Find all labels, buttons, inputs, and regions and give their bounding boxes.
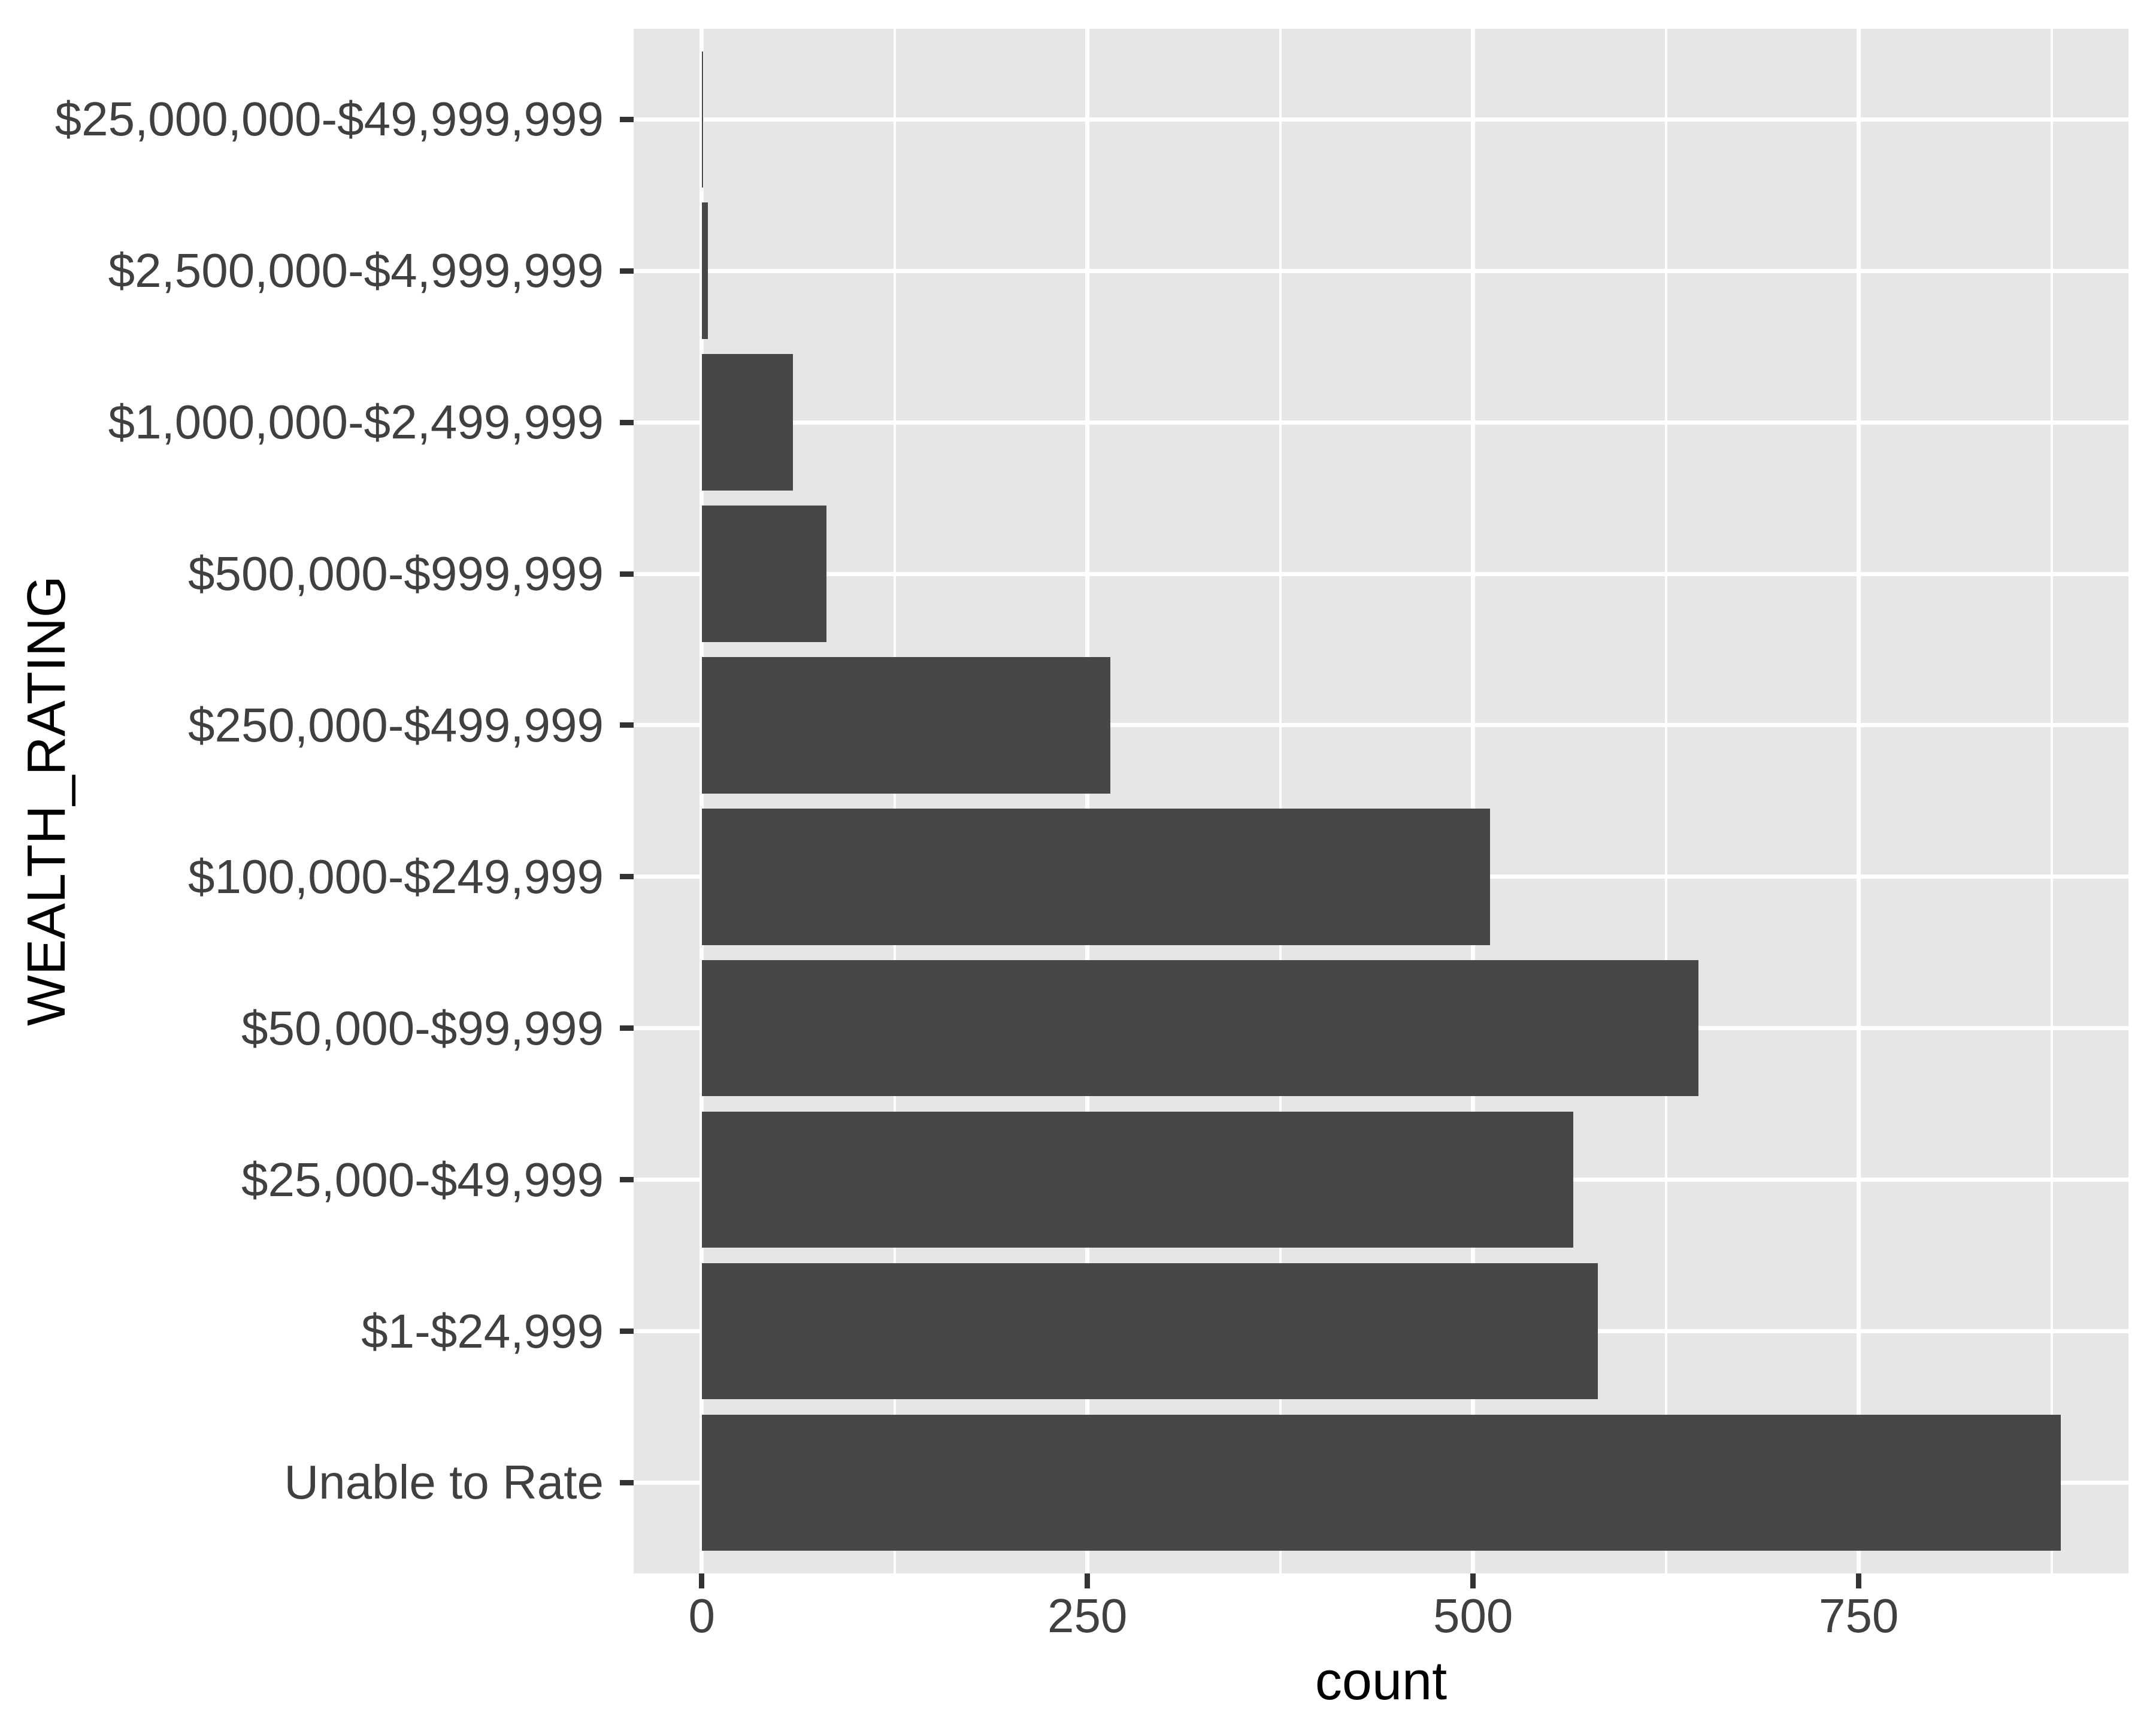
y-axis-tick xyxy=(620,1328,634,1334)
bar xyxy=(701,1111,1574,1248)
y-tick-label: $1,000,000-$2,499,999 xyxy=(108,395,604,449)
x-tick-label: 500 xyxy=(1433,1589,1513,1642)
bar xyxy=(701,657,1111,794)
y-major-gridline xyxy=(634,268,2128,273)
y-axis-title: WEALTH_RATING xyxy=(17,576,77,1026)
y-axis-tick xyxy=(620,268,634,274)
bar xyxy=(701,506,827,642)
bar xyxy=(701,202,708,339)
y-tick-label: $2,500,000-$4,999,999 xyxy=(108,244,604,298)
y-axis-tick xyxy=(620,571,634,577)
x-major-gridline xyxy=(700,29,704,1573)
x-major-gridline xyxy=(1085,29,1090,1573)
y-axis-tick xyxy=(620,116,634,122)
y-tick-label: $100,000-$249,999 xyxy=(188,849,604,903)
x-minor-gridline xyxy=(1279,29,1282,1573)
x-minor-gridline xyxy=(1664,29,1667,1573)
y-axis-tick xyxy=(620,1177,634,1183)
x-tick-label: 0 xyxy=(688,1589,715,1642)
x-tick-label: 750 xyxy=(1818,1589,1899,1642)
bar xyxy=(701,809,1491,945)
y-major-gridline xyxy=(634,117,2128,122)
x-axis-title: count xyxy=(1315,1651,1448,1711)
bar xyxy=(701,51,704,188)
y-axis-tick xyxy=(620,1025,634,1031)
x-minor-gridline xyxy=(2050,29,2053,1573)
y-axis-tick xyxy=(620,419,634,425)
y-major-gridline xyxy=(634,571,2128,576)
plot-panel xyxy=(634,29,2128,1573)
x-axis-tick xyxy=(699,1573,705,1588)
y-tick-label: $1-$24,999 xyxy=(361,1304,604,1358)
y-axis-tick xyxy=(620,1479,634,1485)
y-tick-label: Unable to Rate xyxy=(284,1455,604,1509)
x-major-gridline xyxy=(1857,29,1861,1573)
y-tick-label: $250,000-$499,999 xyxy=(188,698,604,752)
y-tick-label: $25,000-$49,999 xyxy=(241,1152,604,1206)
bar xyxy=(701,1414,2061,1551)
y-tick-label: $500,000-$999,999 xyxy=(188,547,604,600)
y-major-gridline xyxy=(634,723,2128,728)
bar xyxy=(701,354,793,491)
x-axis-tick xyxy=(1856,1573,1862,1588)
bar xyxy=(701,1263,1598,1400)
x-minor-gridline xyxy=(893,29,896,1573)
y-tick-label: $50,000-$99,999 xyxy=(241,1001,604,1055)
y-axis-tick xyxy=(620,874,634,880)
x-axis-tick xyxy=(1085,1573,1091,1588)
x-major-gridline xyxy=(1471,29,1476,1573)
y-major-gridline xyxy=(634,420,2128,425)
y-axis-tick xyxy=(620,722,634,728)
bar xyxy=(701,960,1698,1097)
y-tick-label: $25,000,000-$49,999,999 xyxy=(54,92,604,146)
x-tick-label: 250 xyxy=(1047,1589,1128,1642)
x-axis-tick xyxy=(1470,1573,1476,1588)
